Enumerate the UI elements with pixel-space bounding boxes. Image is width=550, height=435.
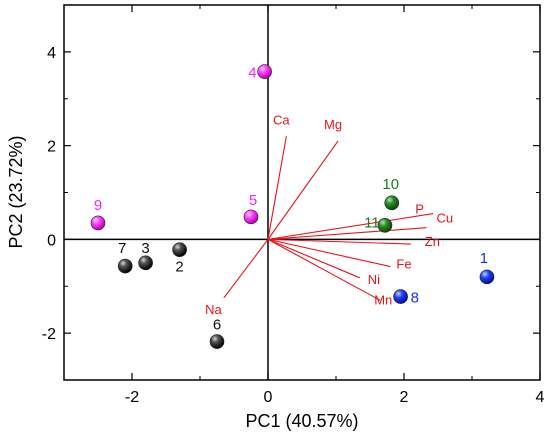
x-tick-label: 4: [536, 389, 545, 406]
score-point-6: [209, 334, 225, 349]
loading-vector-cu: [267, 227, 427, 240]
score-label-5: 5: [249, 192, 257, 209]
y-tick-label: 2: [47, 139, 56, 156]
loading-label-cu: Cu: [436, 211, 453, 226]
score-point-10: [384, 195, 400, 211]
score-label-11: 11: [364, 214, 380, 231]
loading-vector-ni: [267, 238, 361, 279]
loading-label-ni: Ni: [368, 272, 380, 287]
axis-ticks: -2 0 2 4 -2 0 2 4: [42, 4, 545, 406]
loading-label-fe: Fe: [396, 257, 411, 272]
loading-label-ca: Ca: [273, 112, 290, 127]
score-point-3: [138, 255, 153, 271]
loading-vector-zn: [267, 238, 411, 245]
loading-label-zn: Zn: [425, 234, 440, 249]
loading-label-p: P: [415, 202, 424, 217]
score-label-4: 4: [248, 65, 256, 82]
score-label-8: 8: [411, 290, 419, 307]
y-axis-title: PC2 (23.72%): [6, 135, 26, 248]
y-tick-label: 0: [47, 232, 56, 249]
score-point-2: [172, 242, 187, 257]
loading-label-na: Na: [205, 302, 222, 317]
score-label-7: 7: [118, 240, 126, 257]
score-point-11: [377, 218, 393, 233]
x-axis-title: PC1 (40.57%): [245, 411, 358, 431]
y-tick-label: -2: [42, 326, 56, 343]
x-tick-label: 0: [264, 389, 273, 406]
loading-vector-mn: [267, 238, 381, 301]
y-tick-label: 4: [47, 45, 56, 62]
loading-vectors: Ca Mg P Cu Zn Fe Ni Mn Na: [205, 112, 453, 317]
score-point-4: [257, 64, 272, 79]
x-tick-label: -2: [125, 389, 139, 406]
score-label-6: 6: [213, 317, 221, 334]
score-points: 1 2 3 4 5 6 7 8 9 10 11: [90, 64, 495, 349]
x-tick-label: 2: [400, 389, 409, 406]
score-label-3: 3: [141, 240, 149, 257]
score-point-7: [117, 258, 133, 274]
score-point-1: [479, 269, 495, 285]
score-label-9: 9: [94, 197, 102, 214]
loading-label-mn: Mn: [374, 292, 392, 307]
loading-vector-ca: [267, 136, 287, 240]
score-point-9: [90, 215, 106, 231]
score-label-1: 1: [480, 250, 488, 267]
loading-label-mg: Mg: [324, 117, 342, 132]
score-point-8: [393, 289, 408, 304]
score-point-5: [243, 209, 259, 225]
loading-vector-p: [267, 213, 434, 240]
loading-vector-mg: [267, 140, 339, 240]
loading-vector-na: [223, 239, 269, 299]
loading-vector-fe: [267, 238, 391, 268]
score-label-10: 10: [382, 176, 399, 193]
score-label-2: 2: [175, 259, 183, 276]
